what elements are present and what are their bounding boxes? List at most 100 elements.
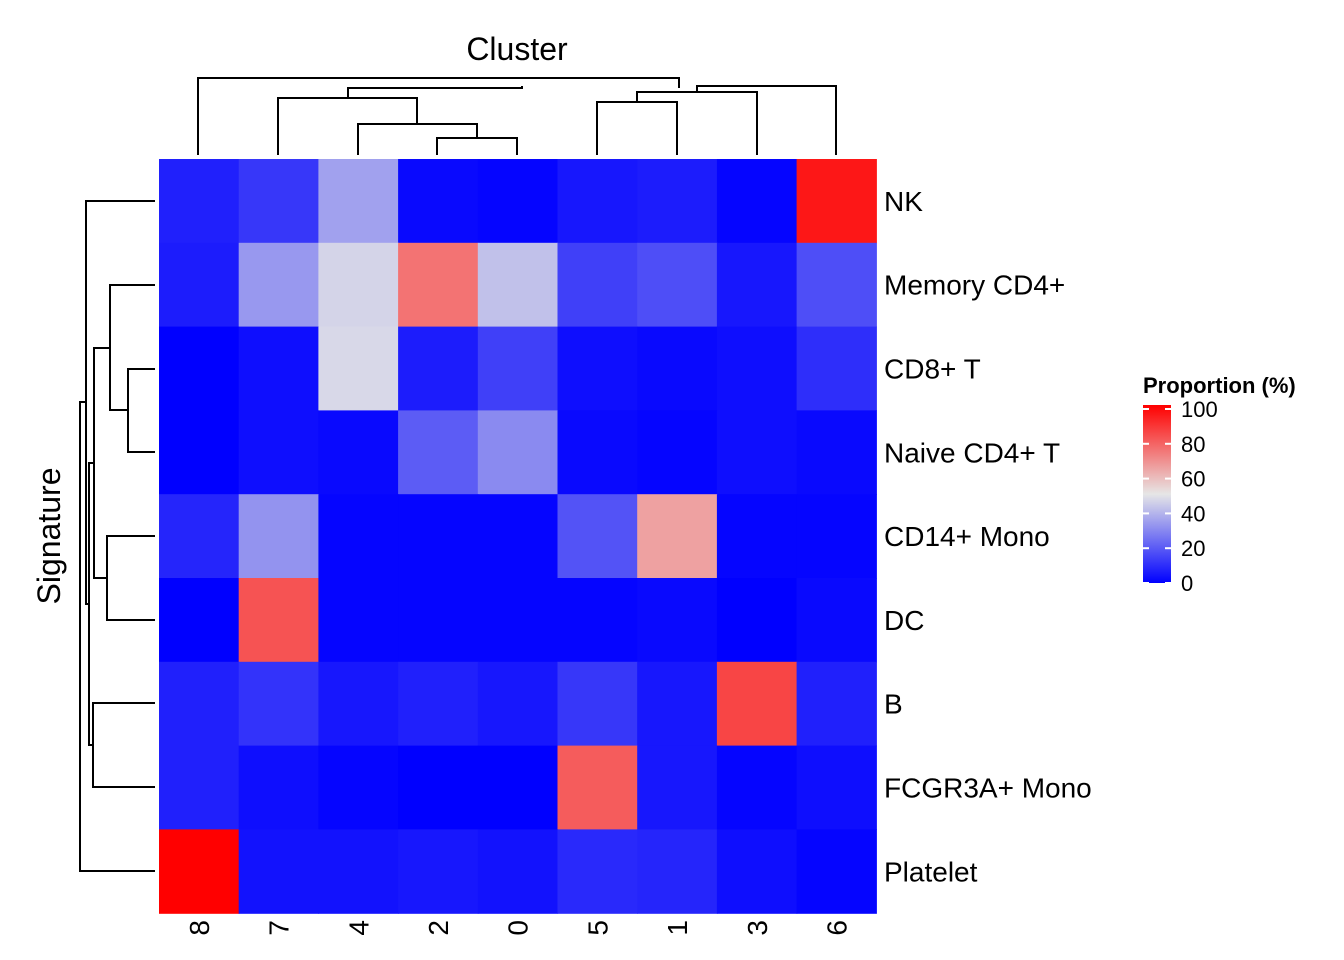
heatmap-cell — [796, 159, 877, 244]
legend-tick-label: 20 — [1181, 536, 1205, 561]
heatmap-cell — [557, 159, 638, 244]
heatmap-cell — [477, 745, 559, 830]
row-label: B — [884, 689, 903, 720]
row-label: DC — [884, 605, 924, 636]
heatmap-cell — [716, 326, 798, 411]
heatmap-cell — [159, 326, 240, 411]
heatmap-cell — [398, 661, 479, 747]
heatmap-cell — [238, 410, 319, 495]
column-label: 3 — [742, 920, 773, 936]
heatmap-cell — [716, 829, 798, 914]
heatmap-cell — [477, 578, 559, 663]
heatmap-cell — [796, 829, 877, 914]
heatmap-cell — [398, 745, 479, 830]
heatmap-cell — [557, 410, 638, 495]
heatmap-cell — [318, 242, 399, 328]
heatmap-cell — [557, 494, 638, 579]
heatmap-cell — [159, 829, 240, 914]
row-label: CD14+ Mono — [884, 521, 1050, 552]
heatmap-cell — [557, 829, 638, 914]
heatmap-cell — [637, 494, 718, 579]
legend-colorbar — [1143, 405, 1171, 583]
heatmap-cell — [318, 745, 399, 830]
heatmap-cell — [398, 326, 479, 411]
heatmap-cell — [637, 578, 718, 663]
heatmap-cell — [477, 326, 559, 411]
heatmap-cell — [796, 410, 877, 495]
heatmap-cell — [716, 661, 798, 747]
row-labels: NK Memory CD4+ CD8+ T Naive CD4+ T CD14+ Mon… — [884, 186, 1092, 887]
row-dendrogram — [79, 200, 155, 872]
heatmap-cell — [238, 745, 319, 830]
heatmap-cell — [398, 410, 479, 495]
heatmap-cell — [159, 159, 240, 244]
heatmap-cell — [716, 242, 798, 328]
heatmap-cell — [477, 661, 559, 747]
legend-tick-label: 0 — [1181, 571, 1193, 596]
heatmap-cell — [796, 326, 877, 411]
heatmap-cell — [238, 829, 319, 914]
heatmap-cells — [159, 159, 877, 914]
heatmap-cell — [637, 159, 718, 244]
column-label: 4 — [343, 920, 374, 936]
heatmap-cell — [716, 745, 798, 830]
column-label: 7 — [264, 920, 295, 936]
heatmap-cell — [238, 578, 319, 663]
heatmap-cell — [637, 242, 718, 328]
heatmap-cell — [318, 159, 399, 244]
heatmap-cell — [637, 326, 718, 411]
heatmap-cell — [238, 159, 319, 244]
row-label: FCGR3A+ Mono — [884, 773, 1092, 804]
column-dendrogram — [197, 77, 837, 155]
heatmap-cell — [637, 661, 718, 747]
row-label: Naive CD4+ T — [884, 437, 1060, 468]
row-label: Platelet — [884, 856, 978, 887]
heatmap-cell — [159, 242, 240, 328]
legend-ticks: 100 80 60 40 20 0 — [1143, 397, 1218, 596]
heatmap-cell — [796, 494, 877, 579]
heatmap-cell — [159, 578, 240, 663]
column-label: 5 — [582, 920, 613, 936]
heatmap-cell — [159, 745, 240, 830]
row-label: Memory CD4+ — [884, 270, 1065, 301]
heatmap-cell — [557, 578, 638, 663]
heatmap-cell — [477, 159, 559, 244]
heatmap-cell — [716, 578, 798, 663]
legend-tick-label: 100 — [1181, 397, 1218, 422]
heatmap-cell — [238, 661, 319, 747]
column-axis-title: Cluster — [466, 31, 568, 67]
heatmap-cell — [398, 494, 479, 579]
heatmap-cell — [318, 661, 399, 747]
heatmap-cell — [398, 159, 479, 244]
legend-tick-label: 60 — [1181, 467, 1205, 492]
row-axis-title: Signature — [31, 468, 67, 605]
heatmap-cell — [637, 745, 718, 830]
heatmap-cell — [716, 494, 798, 579]
column-label: 2 — [423, 920, 454, 936]
heatmap-cell — [557, 661, 638, 747]
column-label: 1 — [662, 920, 693, 936]
heatmap-cell — [238, 326, 319, 411]
heatmap-cell — [557, 745, 638, 830]
heatmap-cell — [796, 745, 877, 830]
heatmap-cell — [637, 410, 718, 495]
heatmap-cell — [477, 494, 559, 579]
heatmap-cell — [318, 326, 399, 411]
heatmap-cell — [398, 242, 479, 328]
heatmap-cell — [318, 829, 399, 914]
heatmap-cell — [238, 494, 319, 579]
heatmap-cell — [477, 829, 559, 914]
heatmap-cell — [238, 242, 319, 328]
heatmap-cell — [398, 578, 479, 663]
heatmap-cell — [796, 242, 877, 328]
column-label: 6 — [822, 920, 853, 936]
heatmap-cell — [796, 661, 877, 747]
row-label: CD8+ T — [884, 354, 981, 385]
legend-tick-label: 40 — [1181, 501, 1205, 526]
heatmap-cell — [398, 829, 479, 914]
heatmap-cell — [318, 578, 399, 663]
legend-tick-label: 80 — [1181, 432, 1205, 457]
heatmap-cell — [637, 829, 718, 914]
color-legend: Proportion (%) 100 80 60 40 20 0 — [1143, 373, 1296, 596]
